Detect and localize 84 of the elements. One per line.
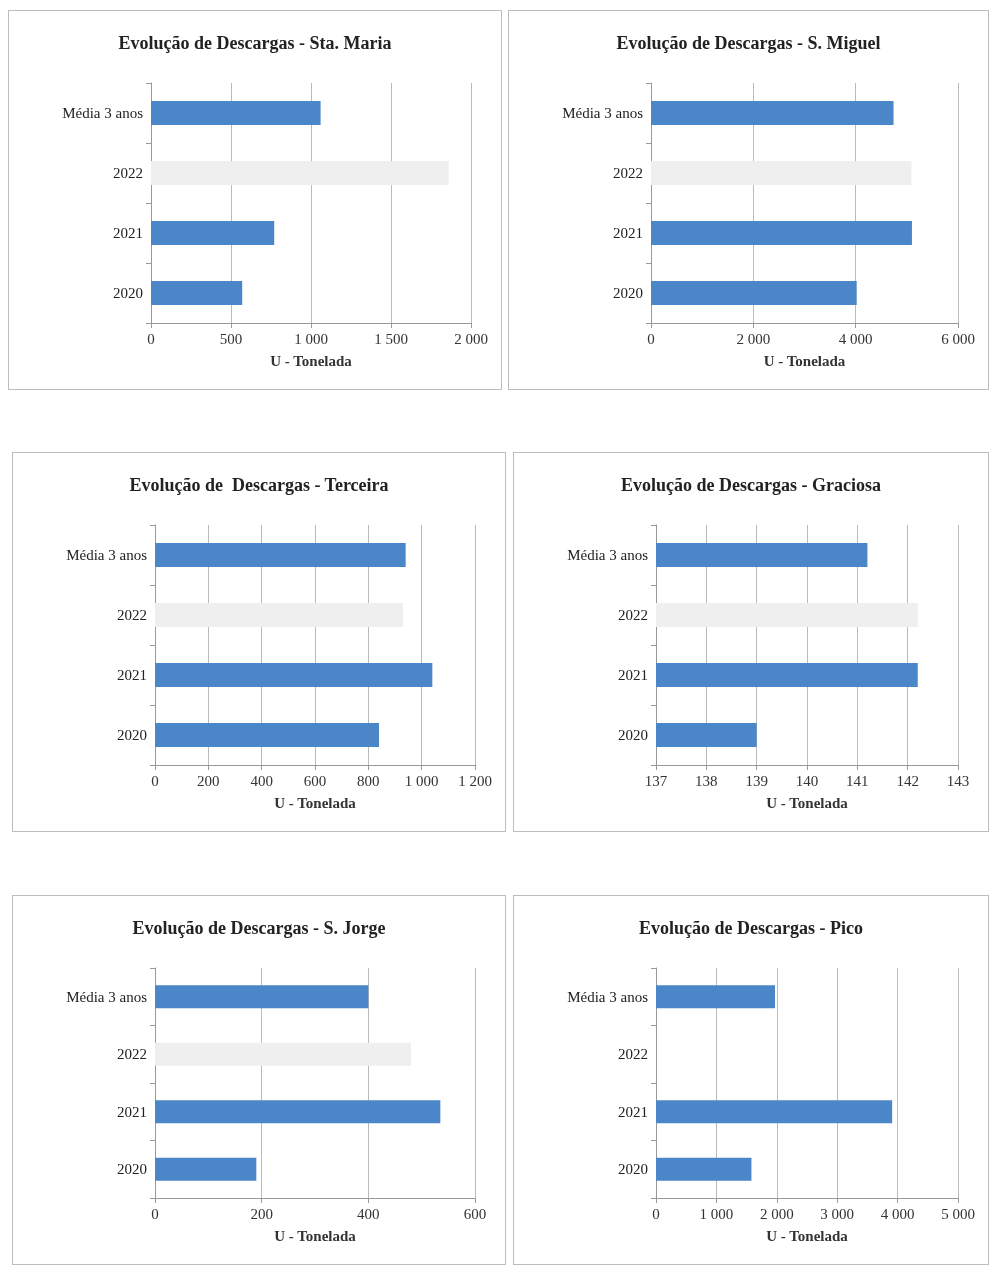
- y-tick-label: 2022: [618, 1046, 648, 1063]
- x-axis-title: U - Tonelada: [270, 352, 353, 369]
- x-tick-label: 200: [197, 772, 220, 789]
- y-tick-label: 2021: [618, 667, 648, 683]
- x-tick-label: 1 500: [374, 330, 408, 347]
- x-tick-label: 0: [147, 330, 155, 347]
- chart-title: Evolução de Descargas - S. Jorge: [132, 918, 386, 938]
- x-tick-label: 142: [896, 772, 919, 789]
- x-axis-title: U - Tonelada: [763, 352, 846, 369]
- x-tick-label: 141: [846, 772, 869, 789]
- x-axis-title: U - Tonelada: [274, 1227, 357, 1244]
- x-tick-label: 5 000: [941, 1205, 975, 1222]
- x-tick-label: 1 000: [294, 330, 328, 347]
- x-tick-label: 0: [652, 1205, 660, 1222]
- y-tick-label: Média 3 anos: [62, 105, 144, 121]
- y-tick-label: Média 3 anos: [562, 105, 644, 121]
- x-tick-label: 6 000: [941, 330, 975, 347]
- bar: [155, 1100, 441, 1124]
- x-tick-label: 1 000: [699, 1205, 734, 1222]
- x-tick-label: 400: [250, 772, 273, 789]
- chart-title: Evolução de Descargas - Pico: [639, 918, 863, 938]
- y-tick-label: 2022: [117, 607, 147, 623]
- x-tick-label: 138: [695, 772, 718, 789]
- y-tick-label: 2021: [618, 1103, 648, 1120]
- y-tick-label: 2020: [113, 285, 143, 301]
- y-tick-label: 2020: [117, 727, 147, 743]
- bar: [155, 1042, 411, 1066]
- bar: [651, 221, 912, 245]
- x-tick-label: 0: [151, 1205, 159, 1222]
- x-axis-title: U - Tonelada: [766, 1227, 849, 1244]
- x-tick-label: 0: [151, 772, 159, 789]
- y-tick-label: Média 3 anos: [66, 988, 148, 1005]
- x-axis-title: U - Tonelada: [766, 794, 849, 811]
- x-tick-label: 2 000: [736, 330, 771, 347]
- y-tick-label: 2022: [618, 607, 648, 623]
- x-tick-label: 200: [250, 1205, 273, 1222]
- x-tick-label: 600: [303, 772, 327, 789]
- x-tick-label: 137: [644, 772, 668, 789]
- bar: [651, 161, 912, 185]
- y-tick-label: 2021: [117, 1103, 147, 1120]
- y-tick-label: 2022: [113, 165, 143, 181]
- bar: [155, 1157, 257, 1181]
- y-tick-label: 2020: [613, 285, 643, 301]
- y-tick-label: 2021: [613, 225, 643, 241]
- y-tick-label: 2020: [618, 1161, 648, 1178]
- bar: [651, 281, 857, 305]
- y-tick-label: 2021: [113, 225, 143, 241]
- bar: [656, 985, 775, 1009]
- x-tick-label: 600: [463, 1205, 487, 1222]
- x-tick-label: 1 200: [458, 772, 492, 789]
- x-tick-label: 0: [647, 330, 655, 347]
- y-tick-label: 2022: [613, 165, 643, 181]
- bar: [151, 101, 321, 125]
- x-tick-label: 500: [219, 330, 243, 347]
- bar: [656, 1157, 752, 1181]
- x-tick-label: 2 000: [454, 330, 488, 347]
- x-tick-label: 800: [357, 772, 380, 789]
- x-tick-label: 139: [745, 772, 768, 789]
- y-tick-label: 2021: [117, 667, 147, 683]
- bar: [151, 161, 449, 185]
- x-tick-label: 2 000: [759, 1205, 794, 1222]
- x-tick-label: 3 000: [820, 1205, 855, 1222]
- chart-title: Evolução de Descargas - S. Miguel: [616, 33, 881, 53]
- chart-title: Evolução de Descargas - Graciosa: [621, 475, 881, 495]
- y-tick-label: 2022: [117, 1046, 147, 1063]
- y-tick-label: Média 3 anos: [66, 547, 148, 563]
- x-tick-label: 4 000: [838, 330, 873, 347]
- x-tick-label: 143: [946, 772, 970, 789]
- y-tick-label: 2020: [618, 727, 648, 743]
- bar: [651, 101, 894, 125]
- bar: [151, 221, 275, 245]
- x-tick-label: 4 000: [880, 1205, 915, 1222]
- bar: [656, 1100, 893, 1124]
- y-tick-label: 2020: [117, 1161, 147, 1178]
- bar: [155, 985, 369, 1009]
- x-tick-label: 1 000: [404, 772, 439, 789]
- x-tick-label: 400: [357, 1205, 380, 1222]
- bar: [151, 281, 243, 305]
- x-axis-title: U - Tonelada: [274, 794, 357, 811]
- y-tick-label: Média 3 anos: [567, 988, 649, 1005]
- chart-title: Evolução de Descargas - Terceira: [129, 475, 389, 495]
- chart-title: Evolução de Descargas - Sta. Maria: [118, 33, 392, 53]
- x-tick-label: 140: [795, 772, 819, 789]
- y-tick-label: Média 3 anos: [567, 547, 649, 563]
